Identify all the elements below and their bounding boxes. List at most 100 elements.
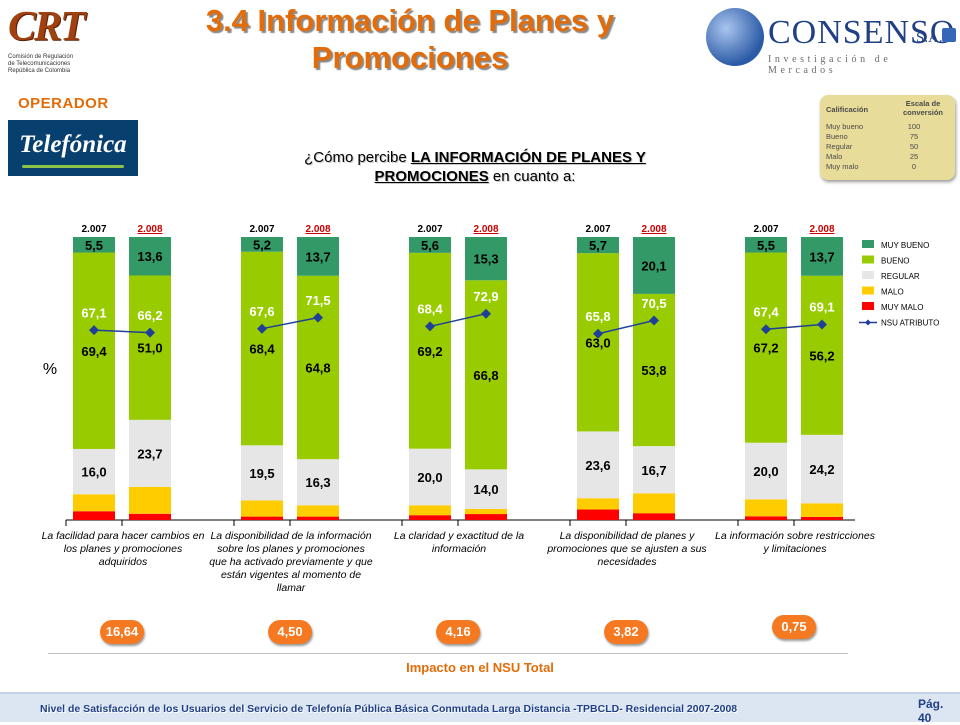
bar-segment-muy-malo — [745, 516, 787, 520]
bar-value-label: 24,2 — [809, 462, 834, 477]
bar-value-label: 16,3 — [305, 475, 330, 490]
consenso-logo-suffix: S.A. — [916, 30, 943, 46]
bar-segment-muy-malo — [577, 509, 619, 520]
bar-segment-muy-malo — [465, 514, 507, 520]
y-axis-label: % — [43, 361, 57, 378]
scale-row-label: Regular — [826, 142, 853, 151]
bar-value-label: 51,0 — [137, 341, 162, 356]
page-title-line2: Promociones — [311, 40, 509, 75]
bar-segment-malo — [297, 505, 339, 517]
bar-value-label: 20,0 — [417, 470, 442, 485]
bar-segment-bueno — [745, 252, 787, 443]
bar-segment-regular — [465, 469, 507, 509]
bar-segment-regular — [297, 459, 339, 506]
consenso-square-icon — [942, 28, 956, 42]
year-label: 2.007 — [249, 224, 274, 235]
bar-segment-regular — [409, 448, 451, 506]
scale-row: Muy malo 0 — [826, 162, 950, 172]
year-label: 2.008 — [137, 224, 162, 235]
nsu-point — [817, 319, 827, 330]
bar-value-label: 5,2 — [253, 237, 271, 252]
page-title: 3.4 Información de Planes y Promociones — [140, 2, 680, 76]
impact-value-badge: 4,16 — [436, 620, 480, 644]
bar-segment-regular — [73, 448, 115, 495]
bar-segment-malo — [465, 508, 507, 515]
telefonica-logo-text: Telefónica — [19, 131, 127, 158]
conversion-scale-box: Calificación Escala de conversión Muy bu… — [820, 95, 955, 180]
legend-label: REGULAR — [881, 272, 920, 281]
bar-segment-muy-bueno — [577, 237, 619, 254]
nsu-point — [593, 328, 603, 339]
impact-value-badge: 16,64 — [100, 620, 144, 644]
category-label: La información sobre restricciones y lim… — [715, 530, 875, 555]
bar-segment-malo — [409, 505, 451, 516]
nsu-line — [93, 329, 151, 334]
scale-head-right: Escala de conversión — [902, 99, 943, 117]
year-label: 2.008 — [305, 224, 330, 235]
bar-value-label: 68,4 — [249, 342, 275, 357]
nsu-line — [597, 319, 655, 335]
bar-segment-muy-malo — [633, 513, 675, 520]
impact-value-badge: 4,50 — [268, 620, 312, 644]
consenso-logo: CONSENSO S.A. Investigación de Mercados — [706, 8, 956, 78]
category-label-text: La disponibilidad de la información sobr… — [209, 530, 373, 594]
consenso-logo-name: CONSENSO — [768, 14, 956, 51]
nsu-point — [761, 324, 771, 335]
bar-segment-muy-bueno — [801, 237, 843, 276]
bar-value-label: 23,7 — [137, 446, 162, 461]
legend-swatch — [862, 286, 874, 295]
scale-row-label: Muy bueno — [826, 122, 864, 131]
bar-segment-regular — [241, 445, 283, 501]
scale-row-value: 50 — [909, 142, 919, 151]
stacked-bar-chart: % 5,5 69,4 16,0 2.007 67,1 13,6 51,0 23,7 2.008 66… — [42, 224, 940, 594]
footer-band — [0, 692, 960, 722]
bar-segment-muy-bueno — [745, 237, 787, 253]
impact-value-badge: 0,75 — [772, 615, 816, 639]
bar-segment-muy-malo — [801, 516, 843, 520]
bar-segment-muy-bueno — [129, 237, 171, 276]
bar-value-label: 66,8 — [473, 368, 498, 383]
scale-row: Regular 50 — [826, 142, 950, 152]
bar-segment-malo — [129, 486, 171, 514]
bar-segment-regular — [129, 419, 171, 487]
nsu-point — [257, 323, 267, 334]
question-suffix: en cuanto a: — [488, 168, 576, 185]
consenso-globe-icon — [706, 8, 764, 66]
bar-value-label: 16,7 — [641, 463, 666, 478]
bar-segment-muy-bueno — [73, 237, 115, 253]
legend-label: MUY MALO — [881, 303, 924, 312]
year-label: 2.007 — [417, 224, 442, 235]
scale-row-label: Malo — [826, 152, 843, 161]
bar-value-label: 16,0 — [81, 465, 106, 480]
bar-segment-muy-malo — [241, 516, 283, 520]
category-label: La disponibilidad de la información sobr… — [209, 530, 373, 594]
question-bold-1: LA INFORMACIÓN DE PLANES Y — [410, 149, 646, 166]
bar-segment-muy-malo — [129, 513, 171, 520]
nsu-value-label: 67,6 — [249, 304, 274, 319]
nsu-line — [765, 323, 823, 331]
bar-segment-malo — [801, 503, 843, 517]
page-number: Pág. 40 — [918, 697, 944, 725]
bar-segment-regular — [577, 431, 619, 499]
crt-logo-mark: CRT — [8, 4, 86, 50]
bar-segment-malo — [633, 493, 675, 514]
legend-label: MALO — [881, 288, 904, 297]
nsu-point — [481, 308, 491, 319]
bar-segment-bueno — [577, 253, 619, 432]
bar-segment-muy-bueno — [409, 237, 451, 253]
scale-row-label: Bueno — [826, 132, 848, 141]
category-label-text: La claridad y exactitud de la informació… — [393, 530, 525, 555]
bar-segment-bueno — [73, 252, 115, 449]
bar-segment-muy-malo — [409, 515, 451, 520]
bar-segment-bueno — [409, 252, 451, 449]
consenso-logo-tagline: Investigación de Mercados — [768, 54, 892, 76]
legend-label: NSU ATRIBUTO — [881, 319, 939, 328]
category-label-text: La disponibilidad de planes y promocione… — [547, 530, 707, 568]
bar-segment-muy-bueno — [297, 237, 339, 276]
bar-value-label: 56,2 — [809, 348, 834, 363]
scale-row-value: 75 — [909, 132, 919, 141]
nsu-point — [89, 325, 99, 336]
bar-value-label: 19,5 — [249, 466, 274, 481]
nsu-point — [313, 312, 323, 323]
legend-label: MUY BUENO — [881, 241, 929, 250]
